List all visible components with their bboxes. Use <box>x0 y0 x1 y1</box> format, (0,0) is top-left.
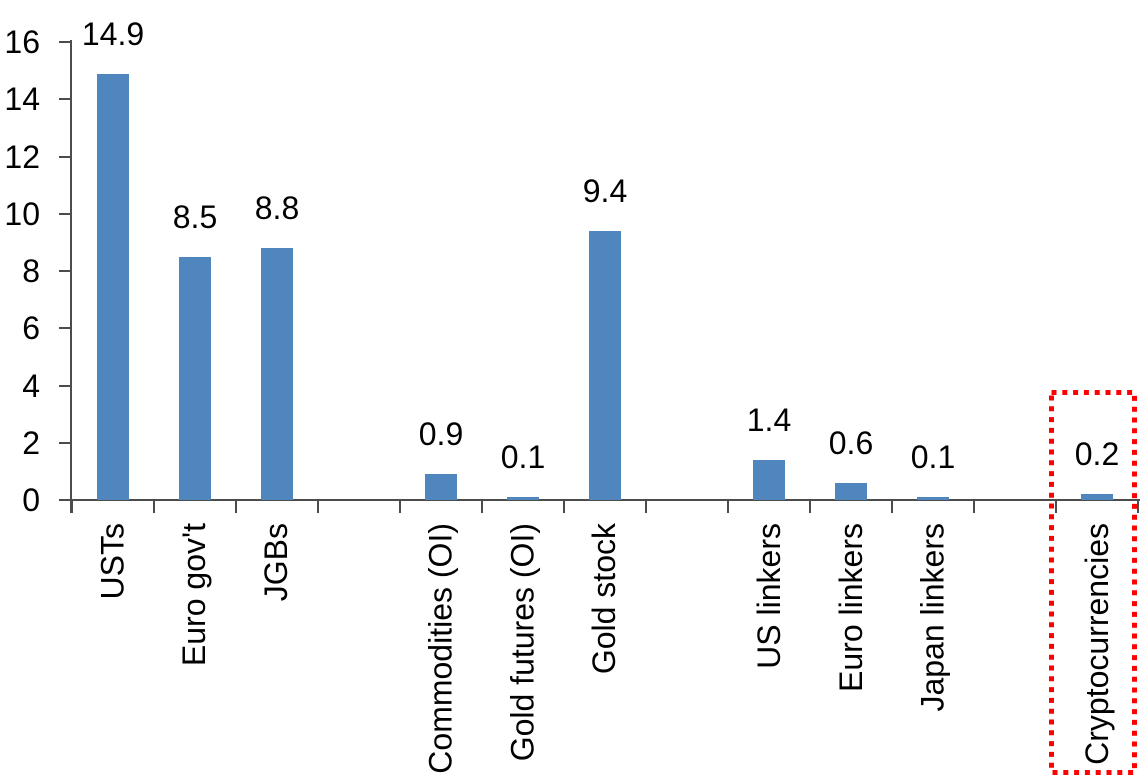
category-label: US linkers <box>750 523 787 669</box>
category-label: JGBs <box>258 523 295 602</box>
y-tick <box>59 270 72 272</box>
y-tick <box>59 499 72 501</box>
bar <box>261 248 293 500</box>
bar-value-label: 0.1 <box>500 439 546 476</box>
y-tick <box>59 327 72 330</box>
bar <box>97 73 129 500</box>
x-tick <box>481 500 483 513</box>
y-tick <box>59 41 72 43</box>
y-tick <box>59 441 72 444</box>
y-axis-line <box>70 40 72 513</box>
bar-value-label: 0.2 <box>1074 436 1120 473</box>
bar-value-label: 0.6 <box>828 424 874 461</box>
category-label: Commodities (OI) <box>422 523 459 774</box>
x-tick <box>317 500 319 513</box>
category-label: USTs <box>94 523 131 600</box>
x-tick <box>1055 500 1057 513</box>
y-tick-label: 4 <box>22 367 40 404</box>
x-tick <box>645 500 647 513</box>
bar <box>917 497 949 500</box>
bar <box>507 497 539 500</box>
y-tick-label: 16 <box>4 24 40 60</box>
x-tick <box>891 500 893 513</box>
bar <box>753 459 785 500</box>
y-tick <box>59 155 72 158</box>
y-tick-label: 2 <box>22 424 40 461</box>
bar <box>1081 494 1113 500</box>
y-tick-label: 10 <box>4 195 40 232</box>
bar-value-label: 0.9 <box>418 416 464 453</box>
bar-value-label: 1.4 <box>746 401 792 438</box>
x-tick <box>973 500 975 513</box>
x-tick <box>235 500 237 513</box>
bar-value-label: 14.9 <box>81 15 145 52</box>
category-label: Cryptocurrencies <box>1078 523 1115 765</box>
y-tick <box>59 212 72 215</box>
bar-value-label: 8.8 <box>254 190 300 227</box>
bar <box>179 256 211 500</box>
category-label: Japan linkers <box>914 523 951 712</box>
y-tick-label: 12 <box>4 138 40 175</box>
category-label: Euro gov't <box>176 523 213 667</box>
category-label: Euro linkers <box>832 523 869 692</box>
bar <box>835 482 867 500</box>
bar-value-label: 0.1 <box>910 439 956 476</box>
bar <box>589 230 621 500</box>
y-tick-label: 6 <box>22 310 40 347</box>
x-tick <box>153 500 155 513</box>
y-tick <box>59 384 72 387</box>
bar <box>425 474 457 500</box>
y-tick <box>59 98 72 101</box>
x-tick <box>71 500 73 513</box>
x-tick <box>809 500 811 513</box>
bar-value-label: 8.5 <box>172 198 218 235</box>
x-axis-line <box>70 499 1140 501</box>
category-label: Gold futures (OI) <box>504 523 541 762</box>
bar-value-label: 9.4 <box>582 172 628 209</box>
x-tick <box>399 500 401 513</box>
category-label: Gold stock <box>586 523 623 675</box>
x-tick <box>563 500 565 513</box>
x-tick <box>1137 500 1139 513</box>
y-tick-label: 0 <box>22 482 40 518</box>
y-tick-label: 14 <box>4 81 40 118</box>
y-tick-label: 8 <box>22 253 40 289</box>
x-tick <box>727 500 729 513</box>
